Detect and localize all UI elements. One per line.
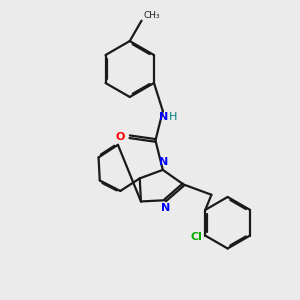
Text: N: N: [161, 203, 171, 213]
Text: H: H: [169, 112, 177, 122]
Text: O: O: [116, 132, 125, 142]
Text: N: N: [159, 157, 168, 167]
Text: N: N: [159, 112, 168, 122]
Text: CH₃: CH₃: [143, 11, 160, 20]
Text: Cl: Cl: [190, 232, 202, 242]
